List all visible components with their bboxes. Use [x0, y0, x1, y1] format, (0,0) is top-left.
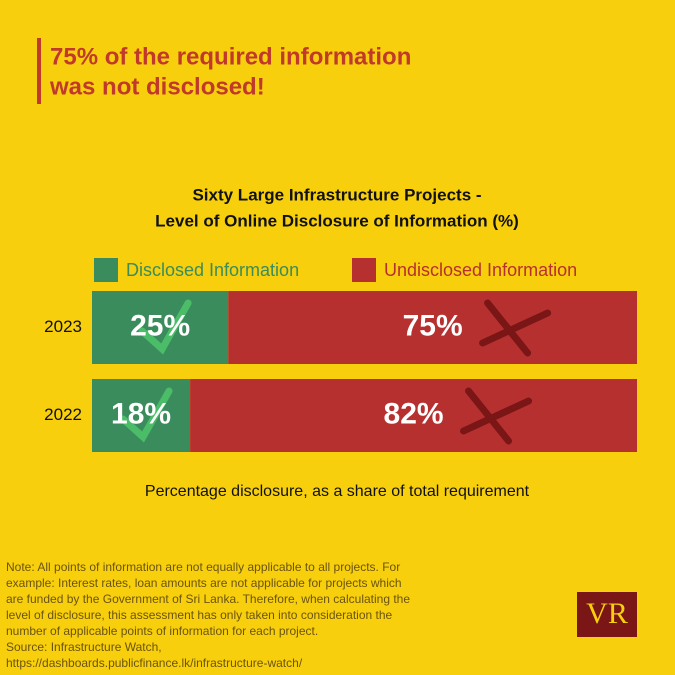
note-line: level of disclosure, this assessment has…	[6, 608, 393, 622]
note-line: number of applicable points of informati…	[6, 624, 318, 638]
legend-swatch	[352, 258, 376, 282]
value-label: 82%	[384, 397, 444, 430]
check-icon	[138, 299, 192, 355]
chart-title: Sixty Large Infrastructure Projects -	[192, 185, 481, 204]
headline: 75% of the required information	[50, 43, 411, 70]
logo-box	[577, 592, 637, 637]
note-line: Source: Infrastructure Watch,	[6, 640, 162, 654]
headline-accent	[37, 38, 41, 104]
legend-label: Disclosed Information	[126, 260, 299, 280]
value-label: 75%	[403, 309, 463, 342]
cross-icon	[460, 387, 533, 445]
value-label: 25%	[130, 309, 190, 342]
note-line: Note: All points of information are not …	[6, 560, 400, 574]
note-line: https://dashboards.publicfinance.lk/infr…	[6, 656, 303, 670]
y-tick-label: 2023	[44, 317, 82, 336]
cross-icon	[479, 299, 552, 357]
note-line: are funded by the Government of Sri Lank…	[6, 592, 410, 606]
note: Note: All points of information are not …	[6, 560, 410, 670]
value-label: 18%	[111, 397, 171, 430]
note-line: example: Interest rates, loan amounts ar…	[6, 576, 402, 590]
x-axis-label: Percentage disclosure, as a share of tot…	[145, 483, 530, 500]
bar-segment	[228, 291, 637, 364]
bar-segment	[190, 379, 637, 452]
legend-swatch	[94, 258, 118, 282]
y-tick-label: 2022	[44, 405, 82, 424]
check-icon	[119, 387, 173, 443]
legend-label: Undisclosed Information	[384, 260, 577, 280]
chart-title: Level of Online Disclosure of Informatio…	[155, 211, 519, 230]
headline: was not disclosed!	[49, 73, 265, 100]
logo: VR	[586, 597, 628, 630]
